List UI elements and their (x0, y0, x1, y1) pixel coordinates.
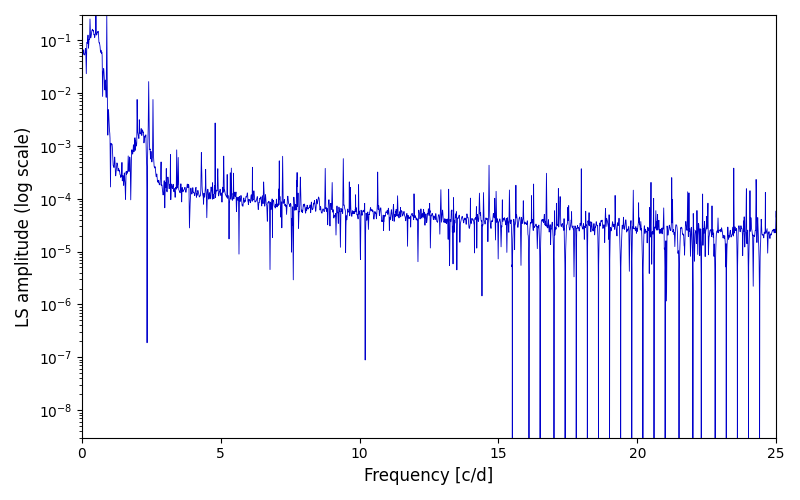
Y-axis label: LS amplitude (log scale): LS amplitude (log scale) (15, 126, 33, 326)
X-axis label: Frequency [c/d]: Frequency [c/d] (364, 467, 494, 485)
